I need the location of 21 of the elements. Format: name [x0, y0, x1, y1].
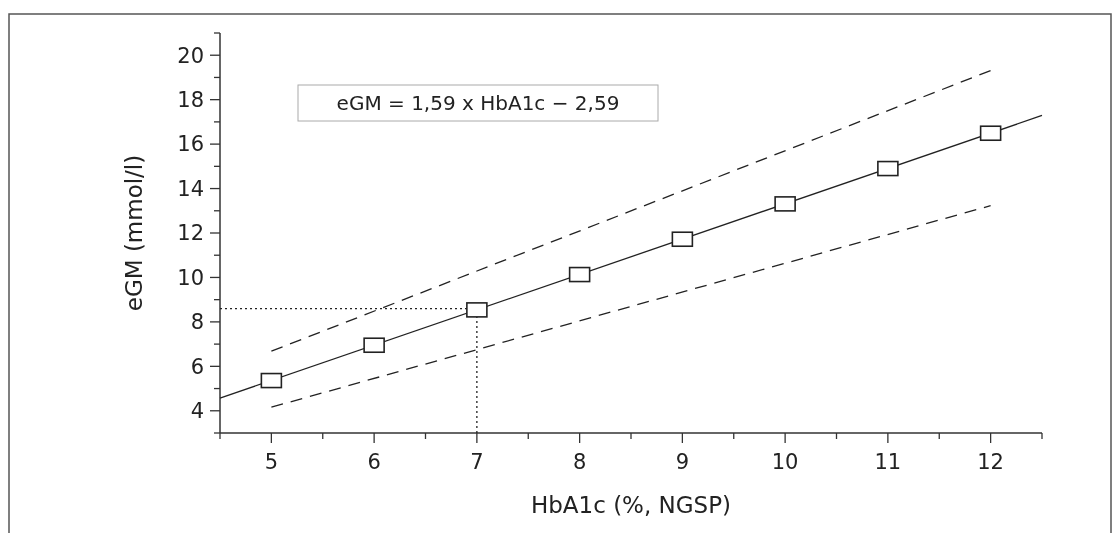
y-tick-label: 14: [177, 176, 204, 201]
x-axis-title: HbA1c (%, NGSP): [530, 492, 732, 518]
x-tick-label: 8: [572, 450, 587, 474]
y-tick-label: 6: [190, 354, 204, 379]
y-tick-label: 10: [177, 265, 204, 290]
y-tick-label: 8: [190, 310, 204, 335]
y-tick-label: 20: [177, 43, 204, 68]
annotation: eGM = 1,59 x HbA1c − 2,59: [336, 91, 620, 115]
x-tick-label: 11: [874, 450, 902, 474]
x-tick-label: 9: [675, 450, 690, 474]
x-tick-label: 12: [977, 450, 1004, 474]
x-tick-label: 6: [367, 450, 381, 474]
formula-box: eGM = 1,59 x HbA1c − 2,59: [297, 84, 659, 122]
y-tick-label: 4: [190, 399, 204, 424]
x-tick-label: 7: [470, 450, 484, 474]
x-tick-label: 10: [771, 450, 799, 474]
y-axis-title: eGM (mmol/l): [121, 154, 147, 312]
y-tick-label: 16: [177, 132, 204, 157]
x-tick-label: 5: [264, 450, 279, 474]
y-tick-label: 18: [177, 88, 204, 113]
y-tick-label: 12: [177, 221, 204, 246]
